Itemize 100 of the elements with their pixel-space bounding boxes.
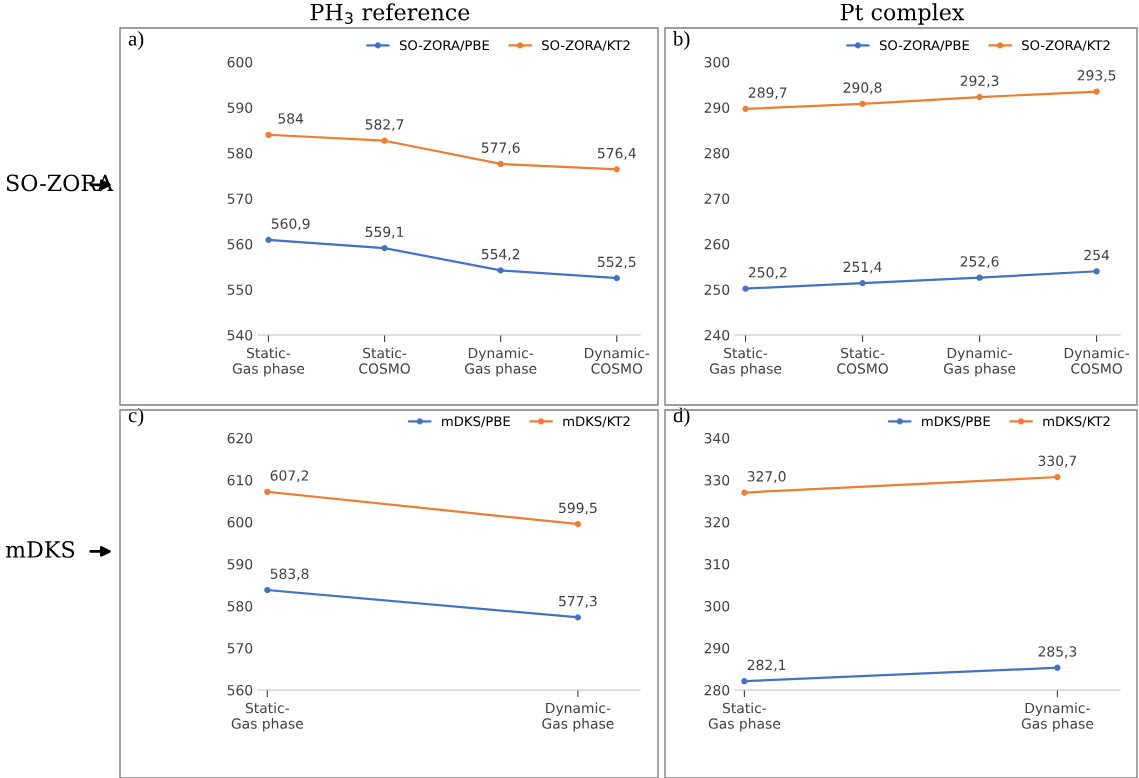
point — [1093, 268, 1100, 275]
data-label: 293,5 — [1077, 70, 1116, 82]
y-tick-label: 580 — [227, 147, 253, 159]
y-tick-label: 550 — [227, 284, 253, 295]
y-tick-label: 600 — [227, 56, 253, 68]
y-tick-label: 620 — [227, 432, 253, 444]
data-label: 559,1 — [365, 226, 404, 239]
point — [381, 137, 388, 144]
data-label: 582,7 — [365, 119, 404, 132]
data-label: 607,2 — [270, 470, 309, 483]
y-tick-label: 280 — [704, 147, 730, 159]
y-tick-label: 600 — [227, 516, 253, 528]
text: Pt complex — [840, 3, 965, 25]
point — [1054, 473, 1061, 481]
y-tick-label: 270 — [704, 193, 730, 204]
legend-label: mDKS/PBE — [442, 416, 510, 428]
point — [264, 586, 271, 594]
y-tick-label: 290 — [704, 102, 730, 113]
data-label: 576,4 — [597, 147, 636, 160]
data-label: 282,1 — [747, 659, 786, 672]
legend-label: SO-ZORA/PBE — [399, 40, 489, 52]
data-label: 577,3 — [559, 595, 597, 608]
y-tick-label: 260 — [704, 238, 730, 250]
x-tick-label: Static- Gas phase — [231, 702, 303, 732]
chart-title: d) — [673, 407, 690, 427]
point — [264, 488, 271, 495]
data-label: 250,2 — [748, 267, 787, 279]
y-tick-label: 540 — [227, 329, 253, 341]
y-tick-label: 610 — [227, 474, 253, 486]
text: mDKS — [5, 541, 75, 558]
y-tick-label: 570 — [227, 642, 253, 654]
point — [613, 274, 620, 282]
point — [742, 285, 749, 292]
point — [497, 267, 504, 274]
y-tick-label: 580 — [227, 600, 253, 612]
text: PH$_{3}$ reference — [310, 3, 470, 24]
x-tick-label: Dynamic- Gas phase — [1021, 702, 1094, 732]
data-label: 577,6 — [481, 142, 520, 155]
x-tick-label: Dynamic- Gas phase — [943, 347, 1016, 377]
y-tick-label: 590 — [227, 558, 253, 570]
data-label: 560,9 — [271, 218, 310, 231]
x-tick-label: Static- COSMO — [359, 347, 410, 374]
y-tick-label: 560 — [227, 238, 253, 250]
data-label: 254 — [1084, 249, 1110, 261]
point — [1054, 664, 1061, 671]
y-tick-label: 250 — [704, 284, 730, 295]
x-tick-label: Static- Gas phase — [708, 702, 781, 732]
legend-label: mDKS/KT2 — [1043, 416, 1110, 428]
data-label: 292,3 — [960, 75, 999, 88]
y-tick-label: 570 — [227, 193, 253, 204]
data-label: 599,5 — [559, 502, 597, 515]
point — [574, 614, 582, 621]
x-tick-label: Dynamic- COSMO — [585, 347, 650, 374]
x-tick-label: Static- Gas phase — [709, 347, 782, 377]
legend-label: SO-ZORA/KT2 — [1022, 40, 1110, 52]
data-label: 583,8 — [270, 568, 309, 581]
y-tick-label: 240 — [704, 329, 730, 341]
legend-label: SO-ZORA/KT2 — [542, 40, 630, 52]
data-label: 252,6 — [960, 256, 999, 269]
chart-title: a) — [128, 31, 144, 50]
point — [741, 678, 748, 685]
y-tick-label: 280 — [704, 684, 730, 696]
y-tick-label: 330 — [704, 474, 730, 486]
point — [574, 520, 582, 528]
data-label: 285,3 — [1038, 646, 1077, 659]
data-label: 584 — [278, 113, 304, 124]
legend-label: SO-ZORA/PBE — [879, 40, 969, 52]
legend-label: mDKS/PBE — [922, 416, 990, 428]
chart-title: c) — [128, 407, 144, 427]
x-tick-label: Static- Gas phase — [232, 347, 305, 377]
y-tick-label: 300 — [704, 600, 730, 612]
y-tick-label: 340 — [704, 432, 730, 444]
point — [742, 105, 749, 112]
data-label: 327,0 — [747, 471, 786, 483]
point — [381, 244, 388, 252]
point — [265, 131, 272, 138]
data-label: 330,7 — [1038, 455, 1077, 468]
x-tick-label: Dynamic- COSMO — [1064, 347, 1130, 374]
data-label: 552,5 — [597, 256, 636, 269]
data-label: 554,2 — [481, 248, 520, 261]
y-tick-label: 590 — [227, 102, 253, 113]
point — [613, 166, 620, 173]
x-tick-label: Dynamic- Gas phase — [465, 347, 537, 377]
y-tick-label: 290 — [704, 642, 730, 654]
y-tick-label: 310 — [704, 558, 730, 570]
point — [1093, 88, 1100, 95]
point — [859, 280, 866, 287]
data-label: 251,4 — [843, 261, 882, 274]
point — [741, 489, 748, 496]
y-tick-label: 300 — [704, 56, 730, 68]
point — [976, 93, 983, 101]
y-tick-label: 320 — [704, 516, 730, 528]
data-label: 289,7 — [748, 87, 787, 100]
point — [976, 274, 983, 281]
point — [497, 160, 504, 168]
x-tick-label: Static- COSMO — [837, 347, 888, 374]
data-label: 290,8 — [843, 82, 882, 95]
x-tick-label: Dynamic- Gas phase — [542, 702, 614, 732]
chart-title: b) — [673, 31, 690, 50]
point — [265, 236, 272, 244]
